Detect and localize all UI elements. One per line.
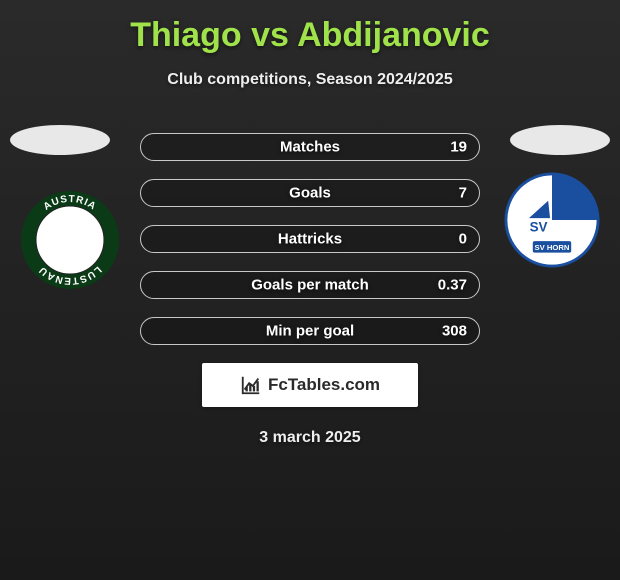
stat-value-right: 19 (450, 139, 467, 156)
stat-label: Goals per match (251, 277, 369, 294)
svg-text:SV HORN: SV HORN (535, 243, 570, 252)
stat-label: Hattricks (278, 231, 342, 248)
stat-label: Goals (289, 185, 331, 202)
stat-row-goals: Goals 7 (140, 179, 480, 207)
stat-row-hattricks: Hattricks 0 (140, 225, 480, 253)
page-title: Thiago vs Abdijanovic (0, 16, 620, 55)
date-text: 3 march 2025 (0, 429, 620, 447)
stat-row-goals-per-match: Goals per match 0.37 (140, 271, 480, 299)
stat-label: Min per goal (266, 323, 354, 340)
player-ellipse-left (10, 125, 110, 155)
stat-value-right: 0.37 (438, 277, 467, 294)
chart-icon (240, 374, 262, 396)
stat-label: Matches (280, 139, 340, 156)
austria-lustenau-badge: AUSTRIA LUSTENAU (20, 190, 120, 290)
subtitle: Club competitions, Season 2024/2025 (0, 71, 620, 89)
brand-text: FcTables.com (268, 375, 380, 395)
stat-value-right: 308 (442, 323, 467, 340)
sv-horn-badge: SV HORN SV (504, 172, 600, 268)
stats-list: Matches 19 Goals 7 Hattricks 0 Goals per… (140, 133, 480, 345)
stat-row-matches: Matches 19 (140, 133, 480, 161)
brand-box: FcTables.com (202, 363, 418, 407)
stat-row-min-per-goal: Min per goal 308 (140, 317, 480, 345)
stat-value-right: 7 (459, 185, 467, 202)
svg-text:SV: SV (530, 220, 548, 235)
stat-value-right: 0 (459, 231, 467, 248)
player-ellipse-right (510, 125, 610, 155)
